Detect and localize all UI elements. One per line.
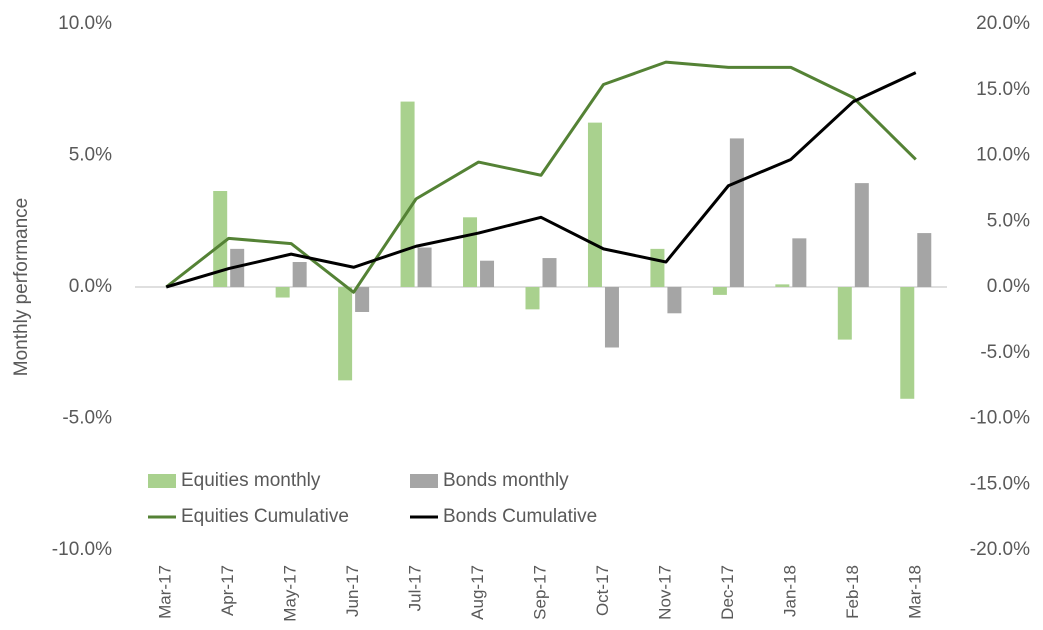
y-tick-label: -10.0% [52, 539, 112, 560]
y2-tick-label: 15.0% [976, 79, 1030, 100]
y-tick-label: 10.0% [58, 13, 112, 34]
bar [667, 287, 682, 314]
line [165, 60, 917, 294]
y2-tick-label: 5.0% [987, 210, 1030, 231]
y-axis-label: Monthly performance [11, 198, 32, 376]
x-tick-label: Jul-17 [406, 565, 425, 611]
x-tick-label: Sep-17 [530, 565, 549, 620]
legend-label: Equities Cumulative [181, 506, 349, 527]
y2-tick-label: 10.0% [976, 145, 1030, 166]
y-tick-label: -5.0% [62, 408, 112, 429]
x-tick-label: Nov-17 [655, 565, 674, 620]
legend-label: Bonds monthly [443, 470, 569, 491]
bar [355, 287, 370, 312]
bar [542, 258, 557, 287]
legend-label: Bonds Cumulative [443, 506, 597, 527]
y2-tick-label: 0.0% [987, 276, 1030, 297]
y-tick-label: 5.0% [69, 145, 112, 166]
bar [854, 183, 869, 287]
x-tick-label: Apr-17 [218, 565, 237, 616]
bar [917, 233, 932, 287]
bar [275, 287, 290, 298]
x-tick-label: Dec-17 [718, 565, 737, 620]
line [165, 71, 917, 289]
bar [480, 260, 495, 287]
bar [292, 262, 307, 287]
bar [900, 287, 915, 399]
bar [837, 287, 852, 340]
y2-tick-label: -15.0% [970, 473, 1030, 494]
bar [338, 287, 353, 381]
legend-label: Equities monthly [181, 470, 321, 491]
x-tick-label: Feb-18 [843, 565, 862, 619]
bar [213, 191, 228, 287]
legend-swatch [148, 474, 176, 488]
bar [463, 217, 478, 287]
x-tick-label: Aug-17 [468, 565, 487, 620]
bar [792, 238, 807, 287]
x-tick-label: Jan-18 [780, 565, 799, 617]
x-tick-label: Oct-17 [593, 565, 612, 616]
bar [775, 284, 790, 287]
y2-tick-label: -5.0% [980, 342, 1030, 363]
bar [400, 101, 415, 288]
y2-tick-label: -20.0% [970, 539, 1030, 560]
bar [525, 287, 540, 310]
legend-swatch [410, 474, 438, 488]
y2-tick-label: 20.0% [976, 13, 1030, 34]
y2-tick-label: -10.0% [970, 408, 1030, 429]
bar [417, 247, 432, 287]
bar [587, 122, 602, 287]
bar [712, 287, 727, 295]
bar [604, 287, 619, 348]
x-tick-label: Mar-17 [156, 565, 175, 619]
bar [650, 248, 665, 287]
y-tick-label: 0.0% [69, 276, 112, 297]
x-tick-label: Jun-17 [343, 565, 362, 617]
x-tick-label: Mar-18 [905, 565, 924, 619]
x-tick-label: May-17 [281, 565, 300, 622]
bar [729, 138, 744, 287]
